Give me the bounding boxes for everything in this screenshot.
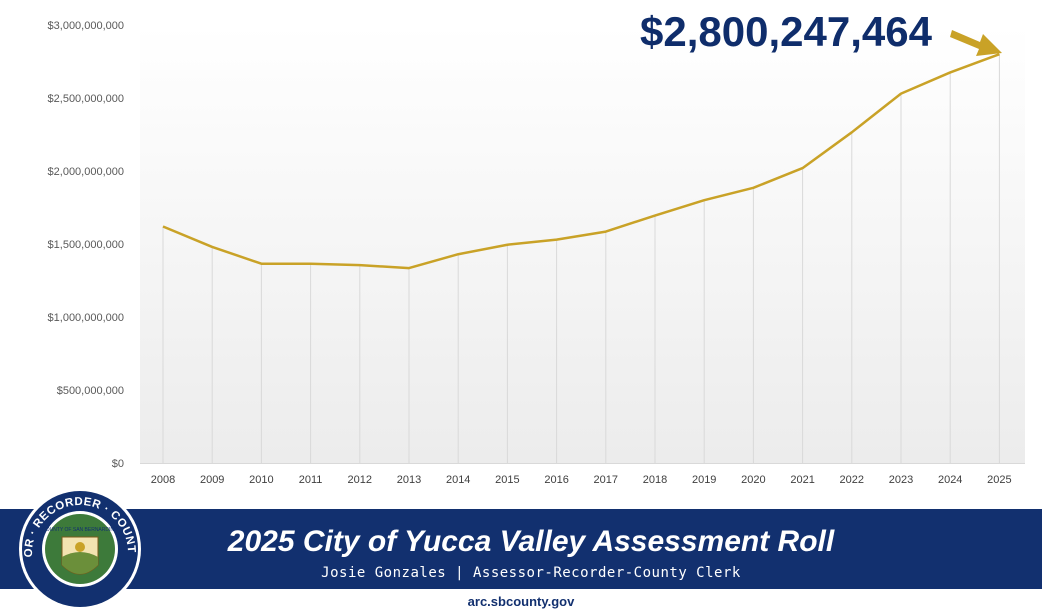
assessor-county-seal-logo: ASSESSOR · RECORDER · COUNTY CLERK COUNT… [18, 487, 141, 610]
x-tick-label: 2021 [790, 474, 814, 486]
seal-inner-text: COUNTY OF SAN BERNARDINO [42, 527, 118, 533]
banner-subtitle: Josie Gonzales | Assessor-Recorder-Count… [321, 565, 741, 581]
x-tick-label: 2012 [348, 474, 372, 486]
x-tick-label: 2008 [151, 474, 175, 486]
x-axis-tick-labels: 2008 2009 2010 2011 2012 2013 2014 2015 2016 2017… [151, 474, 1012, 486]
plot-area-background [140, 25, 1025, 463]
x-tick-label: 2013 [397, 474, 421, 486]
y-axis-tick-labels: $0 $500,000,000 $1,000,000,000 $1,500,000,0… [48, 20, 124, 470]
x-tick-label: 2022 [840, 474, 864, 486]
x-tick-label: 2014 [446, 474, 470, 486]
x-tick-label: 2015 [495, 474, 519, 486]
y-tick-label: $1,000,000,000 [48, 312, 124, 324]
assessment-roll-series-line [162, 52, 1000, 270]
x-tick-label: 2018 [643, 474, 667, 486]
website-link[interactable]: arc.sbcounty.gov [467, 594, 575, 609]
x-tick-label: 2024 [938, 474, 962, 486]
y-tick-label: $500,000,000 [57, 385, 124, 397]
y-tick-label: $2,500,000,000 [48, 93, 124, 105]
y-tick-label: $3,000,000,000 [48, 20, 124, 32]
x-tick-label: 2020 [741, 474, 765, 486]
drop-lines [162, 54, 1000, 463]
x-tick-label: 2025 [987, 474, 1011, 486]
x-tick-label: 2016 [544, 474, 568, 486]
assessment-roll-line-chart: $0 $500,000,000 $1,000,000,000 $1,500,000,0… [48, 20, 1025, 486]
x-tick-label: 2019 [692, 474, 716, 486]
x-tick-label: 2017 [594, 474, 618, 486]
x-tick-label: 2009 [200, 474, 224, 486]
y-tick-label: $2,000,000,000 [48, 166, 124, 178]
banner-title: 2025 City of Yucca Valley Assessment Rol… [227, 525, 835, 558]
arrow-down-right-icon [950, 30, 1002, 56]
x-tick-label: 2011 [299, 474, 323, 486]
title-banner: 2025 City of Yucca Valley Assessment Rol… [0, 509, 1042, 589]
y-tick-label: $1,500,000,000 [48, 239, 124, 251]
x-tick-label: 2010 [249, 474, 273, 486]
x-tick-label: 2023 [889, 474, 913, 486]
y-tick-label: $0 [112, 458, 124, 470]
latest-value-callout: $2,800,247,464 [640, 8, 932, 55]
